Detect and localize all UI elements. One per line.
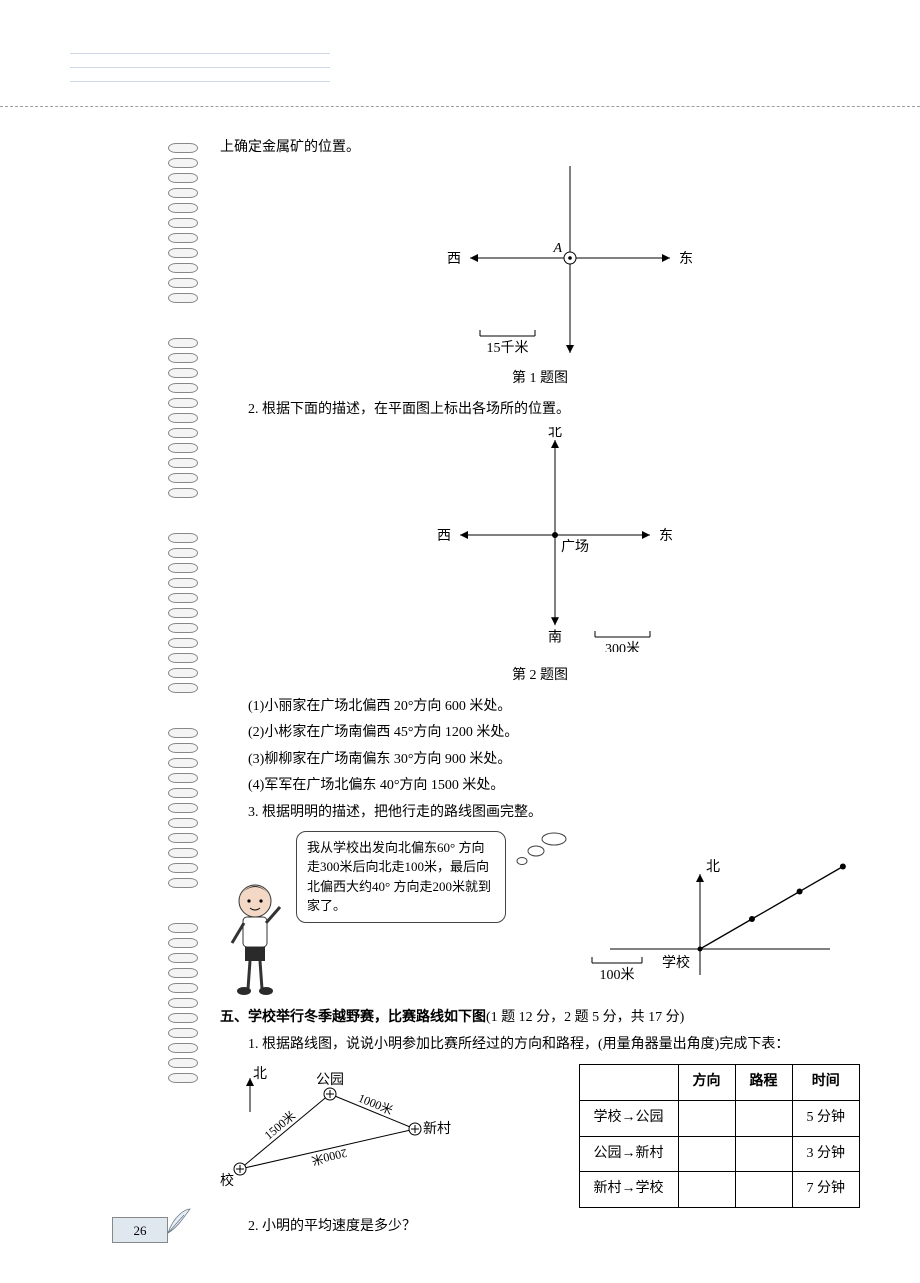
table-cell	[678, 1136, 735, 1172]
table-cell: 新村→学校	[579, 1172, 678, 1208]
svg-text:西: 西	[437, 529, 451, 544]
svg-text:广场: 广场	[561, 539, 589, 555]
page-content: 上确定金属矿的位置。 北南西东A15千米 第 1 题图 2. 根据下面的描述，在…	[220, 135, 860, 1240]
route-table: 方向路程时间学校→公园 5 分钟公园→新村 3 分钟新村→学校 7 分钟	[579, 1064, 861, 1207]
section5-q2: 2. 小明的平均速度是多少？	[220, 1214, 860, 1241]
q2-subitems: (1)小丽家在广场北偏西 20°方向 600 米处。 (2)小彬家在广场南偏西 …	[220, 694, 860, 800]
q2-item: (4)军军在广场北偏东 40°方向 1500 米处。	[248, 773, 860, 800]
svg-text:A: A	[552, 241, 562, 256]
table-cell: 5 分钟	[792, 1100, 860, 1136]
table-row: 新村→学校 7 分钟	[579, 1172, 860, 1208]
svg-text:300米: 300米	[605, 641, 640, 652]
svg-text:新村: 新村	[423, 1121, 451, 1137]
svg-text:南: 南	[548, 630, 562, 646]
q2-prompt: 2. 根据下面的描述，在平面图上标出各场所的位置。	[220, 397, 860, 424]
speech-bubble: 我从学校出发向北偏东60° 方向走300米后向北走100米，最后向北偏西大约40…	[296, 831, 506, 923]
table-cell	[735, 1100, 792, 1136]
section5-q1: 1. 根据路线图，说说小明参加比赛所经过的方向和路程，(用量角器量出角度)完成下…	[220, 1032, 860, 1059]
header-ruled-lines	[70, 40, 330, 82]
section5-title: 五、学校举行冬季越野赛，比赛路线如下图(1 题 12 分，2 题 5 分，共 1…	[220, 1005, 860, 1032]
thought-bubbles-icon	[510, 831, 570, 869]
q2-compass-svg: 北南 西 东广场 300米	[360, 427, 720, 652]
boy-illustration	[220, 831, 290, 1001]
table-cell	[735, 1136, 792, 1172]
svg-text:2000米: 2000米	[310, 1146, 348, 1168]
route-diagram-svg: 北1500米1000米2000米学校公园新村	[220, 1064, 460, 1204]
q3-prompt: 3. 根据明明的描述，把他行走的路线图画完整。	[220, 800, 860, 827]
section5-title-paren: (1 题 12 分，2 题 5 分，共 17 分)	[486, 1010, 684, 1025]
table-cell	[678, 1172, 735, 1208]
table-header: 时间	[792, 1065, 860, 1101]
q2-caption: 第 2 题图	[220, 663, 860, 690]
q2-item: (1)小丽家在广场北偏西 20°方向 600 米处。	[248, 694, 860, 721]
table-cell: 3 分钟	[792, 1136, 860, 1172]
svg-text:北: 北	[548, 427, 562, 440]
svg-text:15千米: 15千米	[487, 340, 529, 356]
svg-text:北: 北	[253, 1066, 267, 1082]
svg-text:学校: 学校	[662, 954, 690, 971]
svg-text:100米: 100米	[600, 967, 635, 983]
table-header	[579, 1065, 678, 1101]
spiral-binding	[168, 140, 198, 1240]
table-cell: 公园→新村	[579, 1136, 678, 1172]
svg-text:1000米: 1000米	[356, 1091, 395, 1118]
table-row: 学校→公园 5 分钟	[579, 1100, 860, 1136]
svg-text:东: 东	[659, 528, 673, 544]
q1-lead-in: 上确定金属矿的位置。	[220, 135, 860, 162]
q3-school-svg: 北学校 100米	[580, 831, 860, 991]
table-row: 公园→新村 3 分钟	[579, 1136, 860, 1172]
q2-item: (3)柳柳家在广场南偏东 30°方向 900 米处。	[248, 747, 860, 774]
q2-item: (2)小彬家在广场南偏西 45°方向 1200 米处。	[248, 720, 860, 747]
table-cell: 学校→公园	[579, 1100, 678, 1136]
svg-text:学校: 学校	[220, 1172, 234, 1189]
svg-text:公园: 公园	[316, 1073, 344, 1088]
svg-text:北: 北	[706, 859, 720, 875]
q1-caption: 第 1 题图	[220, 366, 860, 393]
section5-title-bold: 五、学校举行冬季越野赛，比赛路线如下图	[220, 1010, 486, 1025]
table-header: 路程	[735, 1065, 792, 1101]
table-cell	[678, 1100, 735, 1136]
q2-figure: 北南 西 东广场 300米 第 2 题图	[220, 427, 860, 689]
table-cell: 7 分钟	[792, 1172, 860, 1208]
page-number-box: 26	[112, 1217, 168, 1243]
table-cell	[735, 1172, 792, 1208]
svg-text:西: 西	[447, 252, 461, 267]
dashed-separator	[0, 106, 920, 107]
q1-figure: 北南西东A15千米 第 1 题图	[220, 166, 860, 393]
feather-icon	[164, 1207, 194, 1237]
q1-compass-svg: 北南西东A15千米	[370, 166, 710, 356]
table-header: 方向	[678, 1065, 735, 1101]
svg-text:东: 东	[679, 251, 693, 267]
